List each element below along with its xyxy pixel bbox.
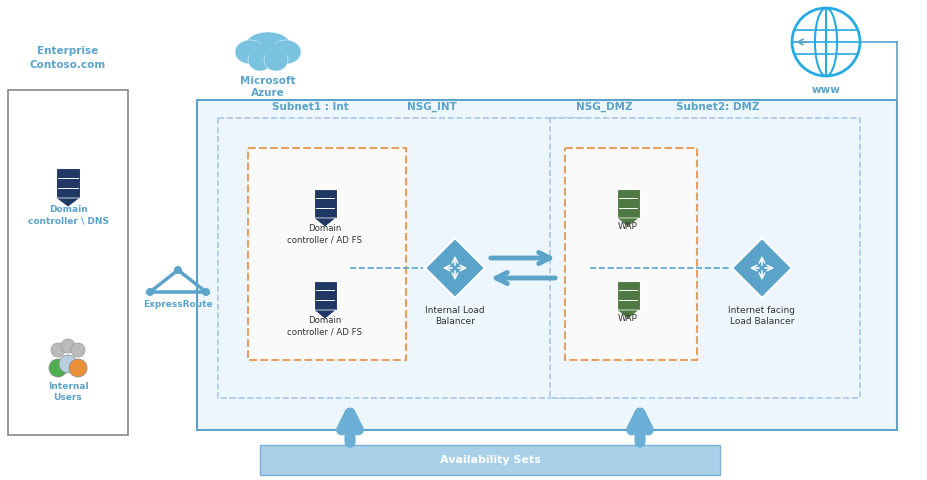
Bar [314, 189, 337, 218]
Text: WAP: WAP [618, 314, 638, 323]
Polygon shape [314, 310, 336, 319]
Text: Microsoft
Azure: Microsoft Azure [240, 76, 296, 98]
Bar [314, 281, 337, 310]
Bar [56, 168, 80, 198]
Text: Domain
controller / AD FS: Domain controller / AD FS [287, 316, 362, 336]
Ellipse shape [264, 49, 288, 71]
Circle shape [174, 266, 182, 274]
Bar [248, 148, 406, 360]
Text: www: www [811, 85, 841, 95]
Text: Internet facing
Load Balancer: Internet facing Load Balancer [729, 306, 795, 326]
Bar [218, 118, 586, 398]
Bar [245, 44, 291, 54]
Bar [617, 281, 640, 310]
Circle shape [71, 343, 85, 357]
Bar [617, 189, 640, 218]
Circle shape [146, 288, 154, 296]
Ellipse shape [59, 355, 77, 373]
Ellipse shape [49, 359, 67, 377]
Text: Internal
Users: Internal Users [47, 382, 88, 402]
Circle shape [792, 8, 860, 76]
Bar [197, 100, 897, 430]
Ellipse shape [69, 359, 87, 377]
Text: Domain
controller \ DNS: Domain controller \ DNS [28, 205, 108, 225]
Polygon shape [314, 218, 336, 227]
Ellipse shape [271, 40, 301, 64]
Circle shape [61, 339, 75, 353]
Text: Enterprise
Contoso.com: Enterprise Contoso.com [30, 47, 106, 70]
Text: NSG_INT: NSG_INT [407, 102, 457, 112]
Text: Domain
controller / AD FS: Domain controller / AD FS [287, 224, 362, 244]
Text: Subnet2: DMZ: Subnet2: DMZ [677, 102, 760, 112]
Ellipse shape [245, 32, 291, 60]
Polygon shape [425, 238, 485, 298]
Polygon shape [617, 310, 639, 319]
Ellipse shape [235, 40, 265, 64]
Polygon shape [56, 198, 80, 207]
Bar [8, 90, 128, 435]
Bar [565, 148, 697, 360]
Text: ExpressRoute: ExpressRoute [143, 300, 213, 309]
Text: WAP: WAP [618, 222, 638, 231]
Circle shape [202, 288, 210, 296]
Bar [260, 445, 720, 475]
Text: Internal Load
Balancer: Internal Load Balancer [425, 306, 485, 326]
Ellipse shape [248, 49, 272, 71]
Polygon shape [732, 238, 792, 298]
Text: Subnet1 : Int: Subnet1 : Int [272, 102, 349, 112]
Bar [550, 118, 860, 398]
Text: Availability Sets: Availability Sets [439, 455, 540, 465]
Circle shape [51, 343, 65, 357]
Text: NSG_DMZ: NSG_DMZ [576, 102, 632, 112]
Polygon shape [617, 218, 639, 227]
